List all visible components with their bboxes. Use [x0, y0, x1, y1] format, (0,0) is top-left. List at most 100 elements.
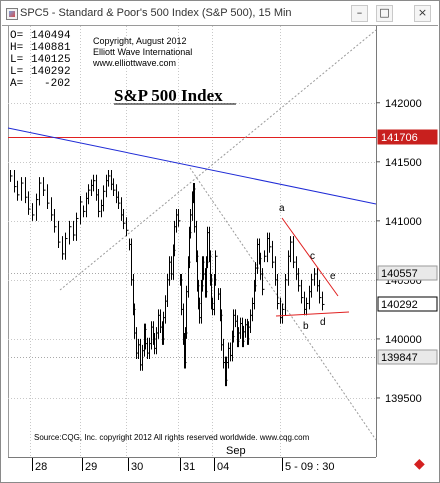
time-axis: 28 29 30 31 04 5 - 09 : 30 [32, 458, 335, 473]
month-label: Sep [226, 445, 246, 457]
price-bar [301, 279, 304, 304]
price-bar [73, 220, 76, 241]
website-note: www.elliottwave.com [92, 58, 176, 68]
time-axis-label: 29 [85, 461, 97, 473]
price-bar [306, 297, 309, 316]
wedge-lower-line [275, 311, 350, 317]
ohlc-change-label: A= [10, 78, 23, 90]
ohlc-change-value: -202 [44, 78, 70, 90]
price-bar [69, 220, 72, 245]
price-bar [314, 268, 317, 286]
price-label-bg [377, 349, 438, 365]
time-axis-label: 31 [183, 461, 195, 473]
wave-label-a: a [279, 203, 285, 214]
price-bar [215, 250, 218, 286]
price-bar [269, 232, 272, 253]
wave-label-b: b [303, 321, 309, 332]
price-label-bg [377, 129, 438, 145]
time-axis-label: 04 [217, 461, 229, 473]
price-bar [21, 177, 24, 201]
price-bar [17, 180, 20, 201]
close-button[interactable]: × [414, 5, 431, 22]
price-bar [262, 268, 265, 296]
price-bar [51, 197, 54, 221]
price-bar [58, 220, 61, 248]
price-bar [28, 191, 31, 215]
price-label-box-box: 140557 [377, 265, 438, 281]
price-bar [319, 279, 322, 304]
company-note: Elliott Wave International [93, 47, 192, 57]
price-bars [10, 170, 325, 387]
price-label-text: 141706 [381, 132, 418, 144]
price-bar [298, 268, 301, 292]
price-bar [76, 212, 79, 241]
price-label-text: 140292 [381, 299, 418, 311]
price-bar [83, 205, 86, 218]
price-label-boxes: 141706 140557 140292 139847 [377, 129, 438, 365]
price-label-bg [377, 296, 438, 312]
price-bar [264, 250, 267, 263]
price-bar [14, 170, 17, 193]
price-bar [32, 203, 35, 221]
ohlc-readout: O= 140494 H= 140881 L= 140125 L= 140292 … [10, 30, 71, 90]
price-axis-label: 139500 [385, 393, 422, 405]
wave-label-d: d [320, 317, 326, 328]
price-bar [39, 177, 42, 206]
price-bar [311, 273, 314, 298]
price-label-text: 140557 [381, 268, 418, 280]
price-bar [54, 209, 57, 233]
price-bar [65, 232, 68, 260]
projection-line-up [59, 29, 377, 291]
price-label-box-box: 139847 [377, 349, 438, 365]
price-label-text: 139847 [381, 352, 418, 364]
maximize-button[interactable]: □ [376, 5, 393, 22]
app-icon [6, 8, 18, 20]
price-bar [285, 273, 288, 316]
window-title: SPC5 - Standard & Poor's 500 Index (S&P … [20, 7, 292, 19]
ohlc-open-label: O= [10, 30, 23, 42]
wedge-upper-line [281, 217, 339, 297]
price-bar [36, 193, 39, 221]
time-axis-label: 30 [131, 461, 143, 473]
source-note: Source:CQG, Inc. copyright 2012 All righ… [34, 433, 310, 442]
ohlc-high-value: 140881 [31, 42, 71, 54]
price-bar [47, 184, 50, 210]
wave-label-e: e [330, 271, 336, 282]
price-bar [108, 170, 111, 187]
price-bar [62, 236, 65, 260]
price-label-box-highlight: 141706 [377, 129, 438, 145]
chart-heading: S&P 500 Index [114, 86, 223, 105]
price-bar [88, 184, 91, 205]
scroll-nav-box[interactable] [410, 454, 432, 470]
scroll-nav-icon[interactable]: ◆ [414, 456, 425, 472]
time-axis-label: 28 [35, 461, 47, 473]
wave-label-c: c [310, 251, 315, 262]
price-bar [118, 191, 121, 210]
minimize-button[interactable]: – [351, 5, 368, 22]
copyright-note: Copyright, August 2012 [93, 36, 187, 46]
price-bar [113, 178, 116, 197]
price-bar [178, 209, 181, 227]
title-bar: SPC5 - Standard & Poor's 500 Index (S&P … [2, 2, 438, 26]
ohlc-last-value: 140292 [31, 66, 71, 78]
price-bar [290, 236, 293, 263]
price-bar [80, 196, 83, 225]
ohlc-open-value: 140494 [31, 30, 71, 42]
price-axis-label: 141500 [385, 157, 422, 169]
price-bar [322, 291, 325, 311]
price-bar [126, 217, 129, 237]
price-bar [43, 177, 46, 197]
price-axis-label: 142000 [385, 98, 422, 110]
price-bar [10, 170, 13, 182]
price-label-box-current: 140292 [377, 296, 438, 312]
price-axis-label: 140000 [385, 334, 422, 346]
descending-trendline [7, 127, 377, 205]
price-bar [272, 240, 275, 269]
price-bar [293, 236, 296, 269]
price-label-bg [377, 265, 438, 281]
wave-labels: a b c d e [279, 203, 336, 332]
ohlc-low-label: L= [10, 54, 23, 66]
price-axis-label: 141000 [385, 216, 422, 228]
ohlc-last-label: L= [10, 66, 23, 78]
